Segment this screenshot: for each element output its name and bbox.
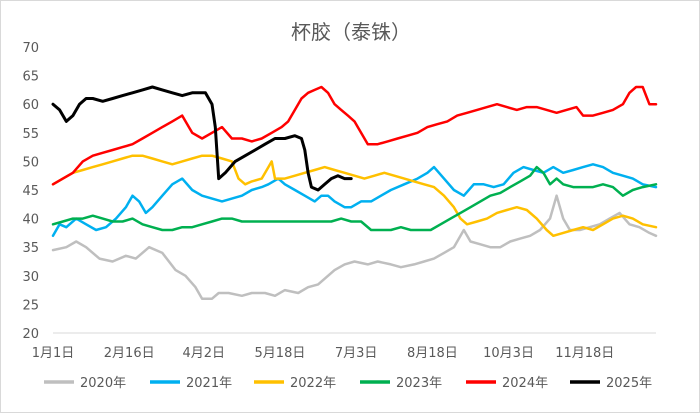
series-line-1 (51, 194, 658, 300)
y-tick-label: 70 (22, 41, 39, 56)
legend-item: 2022年 (254, 376, 336, 391)
series-line-4 (51, 165, 658, 232)
series-line-2 (51, 163, 658, 238)
legend: 2020年 2021年 2022年 2023年 2024年 2025年 (44, 376, 652, 391)
x-tick-label: 4月2日 (182, 346, 225, 361)
legend-label: 2022年 (290, 376, 336, 391)
legend-label: 2020年 (80, 376, 126, 391)
x-tick-label: 2月16日 (104, 346, 155, 361)
y-tick-label: 20 (22, 327, 39, 342)
series-line-5 (51, 85, 658, 186)
legend-label: 2024年 (502, 376, 548, 391)
y-tick-label: 35 (22, 241, 39, 256)
legend-item: 2020年 (44, 376, 126, 391)
x-tick-label: 5月18日 (255, 346, 306, 361)
y-tick-label: 65 (22, 70, 39, 85)
y-tick-label: 30 (22, 270, 39, 285)
series-line-6 (51, 85, 353, 192)
y-axis-ticks: 20 25 30 35 40 45 50 55 60 65 70 (22, 41, 39, 342)
y-tick-label: 40 (22, 213, 39, 228)
y-tick-label: 25 (22, 298, 39, 313)
y-tick-label: 50 (22, 155, 39, 170)
x-tick-label: 1月1日 (32, 346, 75, 361)
legend-label: 2023年 (396, 376, 442, 391)
y-tick-label: 60 (22, 98, 39, 113)
x-tick-label: 8月18日 (407, 346, 458, 361)
series-line-3 (51, 154, 658, 238)
legend-label: 2025年 (606, 376, 652, 391)
x-tick-label: 11月18日 (555, 346, 614, 361)
y-tick-label: 45 (22, 184, 39, 199)
legend-item: 2023年 (360, 376, 442, 391)
x-tick-label: 7月3日 (335, 346, 378, 361)
legend-item: 2024年 (466, 376, 548, 391)
legend-item: 2025年 (570, 376, 652, 391)
x-tick-label: 10月3日 (483, 346, 534, 361)
legend-item: 2021年 (150, 376, 232, 391)
series-lines (51, 85, 658, 300)
legend-label: 2021年 (186, 376, 232, 391)
x-axis-ticks: 1月1日 2月16日 4月2日 5月18日 7月3日 8月18日 10月3日 11月18日 (32, 346, 615, 361)
chart-title: 杯胶（泰铢） (291, 20, 411, 44)
y-tick-label: 55 (22, 127, 39, 142)
